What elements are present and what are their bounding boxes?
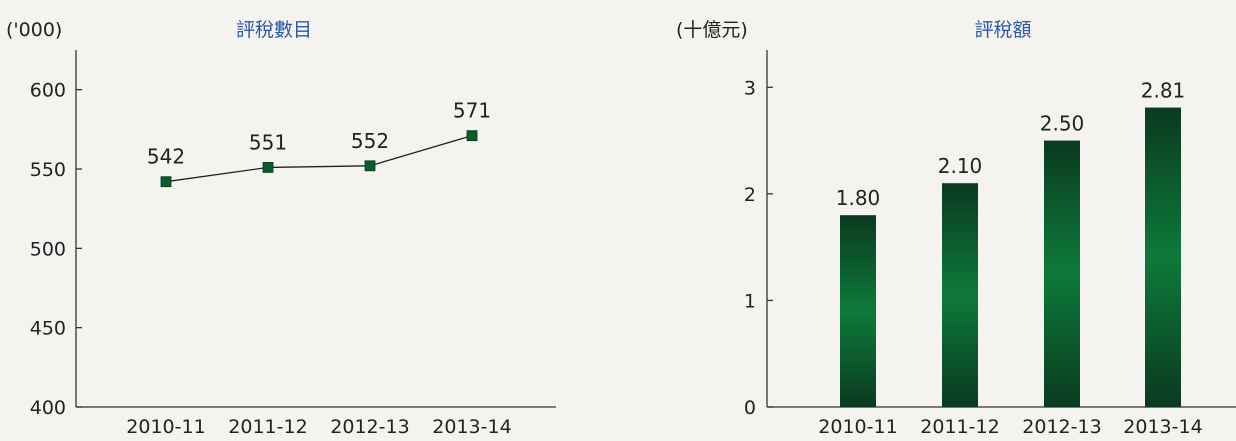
left-x-tick-label: 2013-14 <box>432 416 511 437</box>
right-y-tick-label: 0 <box>744 397 756 419</box>
left-y-tick-label: 600 <box>30 80 66 102</box>
right-bar <box>1044 140 1080 407</box>
left-x-tick-label: 2010-11 <box>126 416 205 437</box>
left-data-label: 542 <box>147 145 185 169</box>
right-bar <box>942 183 978 407</box>
left-data-label: 551 <box>249 130 287 154</box>
left-y-tick-label: 550 <box>30 159 66 181</box>
right-bar <box>1145 107 1181 408</box>
left-x-tick-label: 2012-13 <box>330 416 409 437</box>
left-line-chart: 400 450 500 550 600 542 2010-11 551 2011-12 552 20… <box>30 50 556 438</box>
right-y-tick-label: 3 <box>744 77 756 99</box>
right-x-tick-label: 2012-13 <box>1022 416 1101 437</box>
left-data-point <box>466 130 478 142</box>
right-data-label: 2.10 <box>938 154 983 178</box>
left-y-tick-label: 400 <box>30 397 66 419</box>
right-chart-ylabel: (十億元) <box>676 19 748 41</box>
left-chart-ylabel: ('000) <box>6 19 62 41</box>
left-y-tick-label: 450 <box>30 318 66 340</box>
left-y-tick-label: 500 <box>30 238 66 260</box>
right-x-tick-label: 2010-11 <box>818 416 897 437</box>
right-y-tick-label: 2 <box>744 184 756 206</box>
left-series-line <box>165 135 473 183</box>
left-data-point <box>160 176 172 188</box>
right-bar <box>840 215 876 407</box>
right-bar-chart: 0 1 2 3 1.80 2010-11 2.10 2011-12 2.50 2012-13 2.8… <box>744 50 1236 438</box>
right-x-tick-label: 2013-14 <box>1123 416 1202 437</box>
left-data-point <box>262 162 274 173</box>
left-chart-title: 評稅數目 <box>236 19 312 41</box>
left-data-label: 552 <box>351 129 389 153</box>
right-data-label: 2.50 <box>1040 112 1085 136</box>
left-data-label: 571 <box>453 99 491 123</box>
right-data-label: 1.80 <box>836 186 881 210</box>
right-data-label: 2.81 <box>1141 79 1186 103</box>
right-y-tick-label: 1 <box>744 290 756 312</box>
right-x-tick-label: 2011-12 <box>920 416 999 437</box>
left-x-tick-label: 2011-12 <box>228 416 307 437</box>
right-chart-title: 評稅額 <box>974 19 1031 41</box>
left-data-point <box>364 160 376 172</box>
